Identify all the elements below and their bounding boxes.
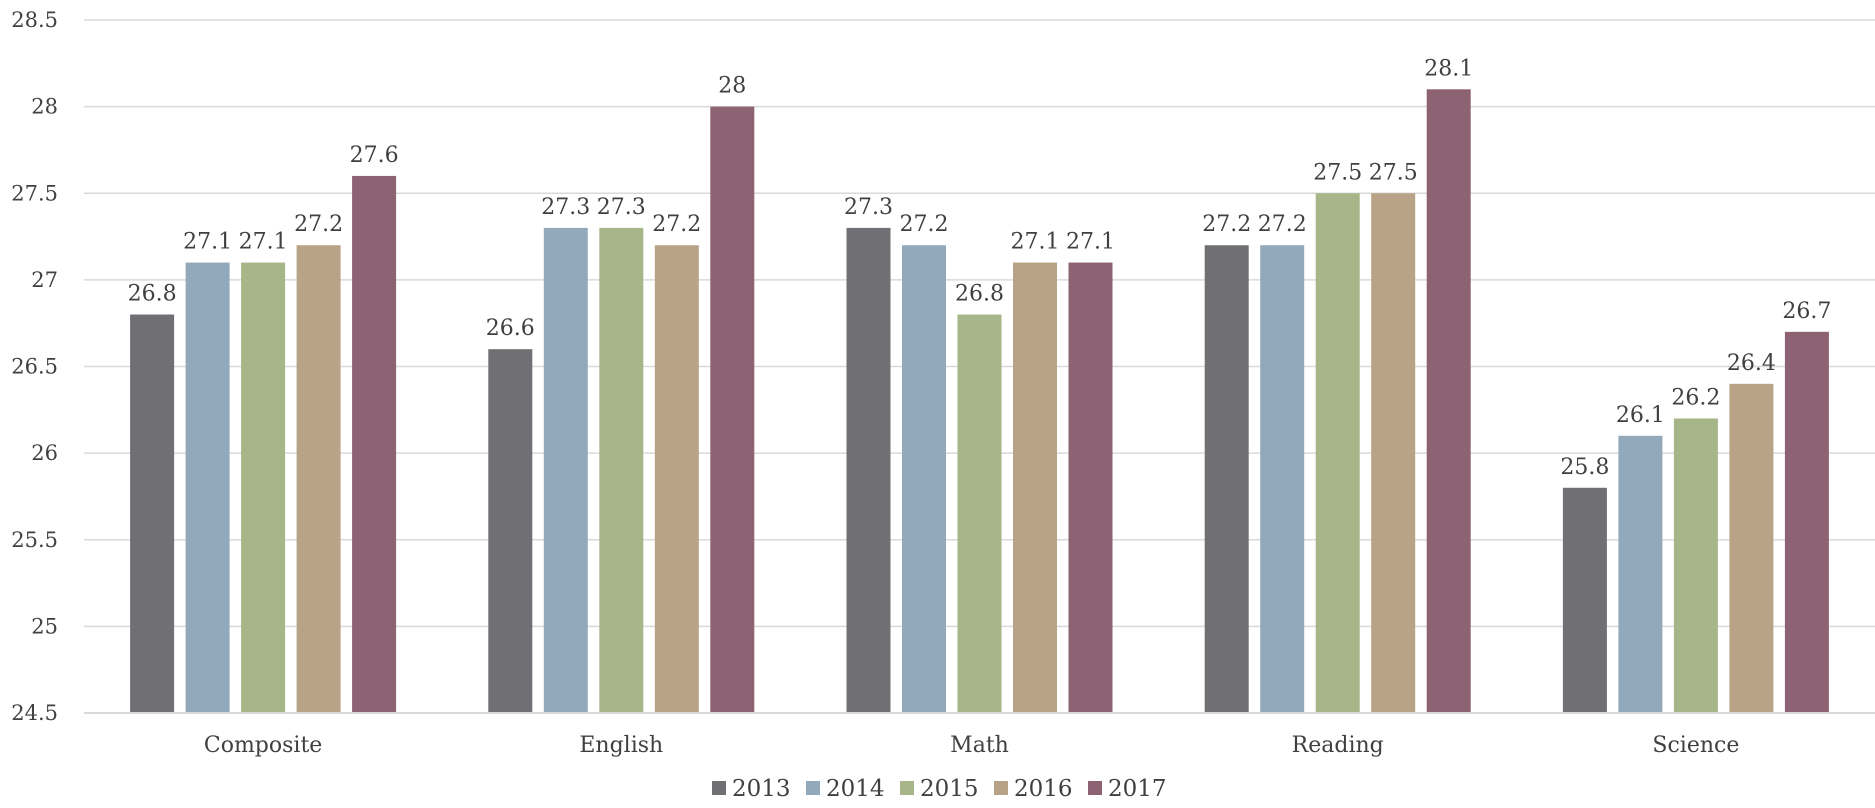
y-tick-label: 25.5: [11, 528, 58, 552]
bar-math-2013: [846, 227, 891, 713]
data-label: 27.2: [652, 212, 701, 237]
bar-science-2013: [1562, 487, 1607, 713]
data-label: 27.1: [183, 230, 232, 255]
bar-composite-2014: [185, 262, 230, 713]
data-label: 28: [718, 74, 746, 99]
legend-swatch: [1088, 781, 1102, 795]
data-label: 27.3: [541, 195, 590, 220]
data-label: 27.1: [239, 230, 288, 255]
category-label: Science: [1652, 733, 1739, 758]
legend-swatch: [994, 781, 1008, 795]
bar-math-2014: [902, 245, 946, 713]
y-tick-label: 26: [31, 441, 58, 465]
bar-english-2014: [543, 227, 588, 713]
legend-item-2016: 2016: [994, 776, 1073, 802]
bar-math-2017: [1068, 262, 1113, 713]
data-label: 27.1: [1066, 230, 1115, 255]
data-label: 27.2: [1202, 212, 1251, 237]
category-label: Reading: [1292, 733, 1384, 758]
y-axis: 24.5 25 25.5 26 26.5 27 27.5 28 28.5: [11, 8, 58, 725]
bar-reading-2017: [1426, 89, 1471, 714]
bar-math-2015: [957, 314, 1002, 713]
y-tick-label: 28.5: [11, 8, 58, 32]
bar-composite-2015: [241, 262, 286, 713]
legend-item-2017: 2017: [1088, 776, 1167, 802]
data-label: 26.4: [1727, 351, 1776, 376]
data-label: 27.5: [1369, 160, 1418, 185]
category-label: Math: [950, 733, 1009, 758]
y-tick-label: 24.5: [11, 701, 58, 725]
y-tick-label: 28: [31, 95, 58, 119]
legend-swatch: [712, 781, 726, 795]
bar-reading-2013: [1204, 245, 1249, 713]
data-label: 27.2: [900, 212, 949, 237]
data-label: 28.1: [1424, 56, 1473, 81]
legend-swatch: [900, 781, 914, 795]
legend-label: 2015: [920, 776, 979, 802]
legend-label: 2013: [732, 776, 791, 802]
bar-reading-2015: [1315, 193, 1360, 713]
data-label: 27.6: [350, 143, 399, 168]
legend-item-2014: 2014: [806, 776, 885, 802]
data-label: 26.1: [1616, 403, 1665, 428]
bar-science-2014: [1618, 435, 1663, 713]
y-tick-label: 25: [31, 614, 58, 638]
legend-label: 2014: [826, 776, 885, 802]
bar-science-2016: [1729, 383, 1774, 713]
x-axis: Composite English Math Reading Science: [84, 712, 1875, 758]
data-label: 26.7: [1782, 299, 1831, 324]
bar-english-2016: [654, 245, 699, 713]
bar-english-2013: [488, 349, 533, 713]
bar-composite-2013: [130, 314, 175, 713]
data-label: 26.8: [955, 282, 1004, 307]
legend: 2013 2014 2015 2016 2017: [712, 776, 1167, 802]
bar-english-2017: [710, 106, 755, 713]
data-label: 27.3: [597, 195, 646, 220]
data-label: 27.5: [1313, 160, 1362, 185]
bar-science-2015: [1673, 418, 1718, 713]
bar-science-2017: [1784, 331, 1829, 713]
data-label: 27.2: [1258, 212, 1307, 237]
data-label: 27.2: [294, 212, 343, 237]
category-label: Composite: [204, 733, 322, 758]
data-label: 27.1: [1011, 230, 1060, 255]
legend-label: 2016: [1014, 776, 1073, 802]
legend-label: 2017: [1108, 776, 1167, 802]
bar-composite-2016: [296, 245, 341, 713]
legend-item-2013: 2013: [712, 776, 791, 802]
legend-swatch: [806, 781, 820, 795]
bar-composite-2017: [352, 175, 397, 714]
bar-english-2015: [599, 227, 644, 713]
data-label: 26.8: [128, 282, 177, 307]
y-tick-label: 26.5: [11, 355, 58, 379]
bar-math-2016: [1013, 262, 1057, 713]
data-label: 27.3: [844, 195, 893, 220]
bar-reading-2014: [1260, 245, 1305, 713]
data-label: 25.8: [1560, 455, 1609, 480]
legend-item-2015: 2015: [900, 776, 979, 802]
y-tick-label: 27: [31, 268, 58, 292]
data-label: 26.2: [1671, 385, 1720, 410]
y-tick-label: 27.5: [11, 181, 58, 205]
bars: 26.827.1 27.127.227.626.627.3 27.327.22827…: [128, 56, 1831, 714]
category-label: English: [579, 733, 663, 758]
data-label: 26.6: [486, 316, 535, 341]
bar-reading-2016: [1371, 193, 1416, 713]
